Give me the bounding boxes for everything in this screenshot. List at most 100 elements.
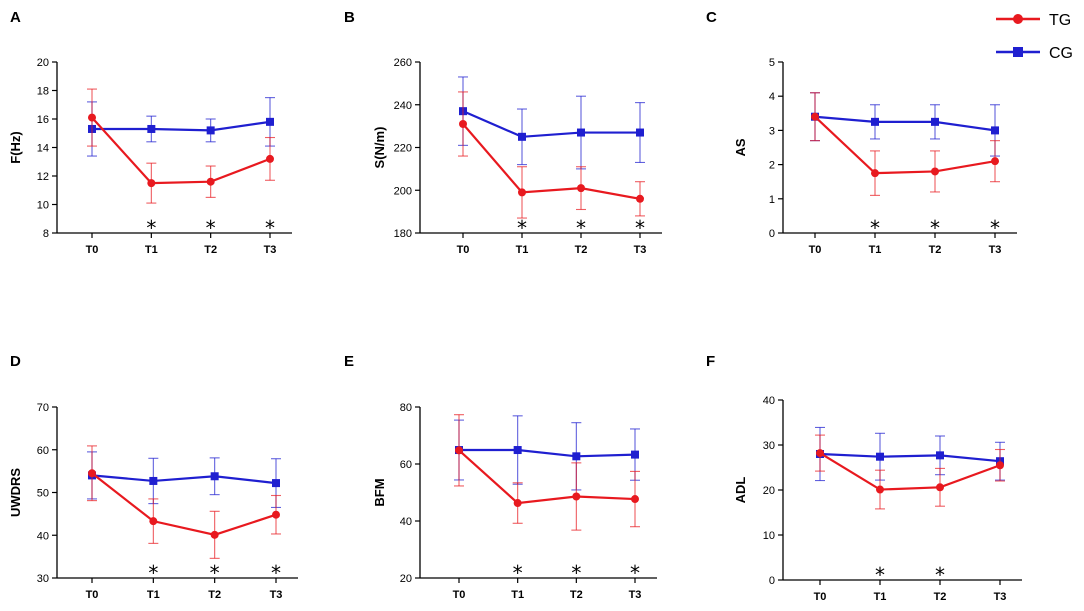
x-tick-label-c: T1: [869, 244, 882, 256]
panel-f: FADL010203040T0 T1*T2*T3: [706, 353, 1022, 603]
data-point-cg-d: [149, 477, 157, 485]
data-point-tg-f: [936, 483, 944, 491]
x-tick-label-e: T3: [629, 589, 642, 601]
panel-letter-b: B: [344, 9, 355, 26]
y-axis-label-f: ADL: [733, 477, 748, 504]
y-tick-label-f: 30: [763, 440, 775, 452]
panel-b: B S(N/m) 180 200 220 240 260 T0 T1 * T2 * T3 *: [344, 9, 662, 256]
significance-star-f: *: [935, 563, 945, 587]
panel-letter-c: C: [706, 9, 717, 26]
x-tick-label-c: T3: [989, 244, 1002, 256]
x-tick-label-f: T2: [934, 591, 947, 603]
x-tick-label-b: T0: [457, 244, 470, 256]
series-cg-f: [815, 427, 1005, 480]
y-tick-label-d: 50: [37, 488, 49, 500]
x-tick-label-a: T3: [264, 244, 277, 256]
x-tick-label-a: T0: [86, 244, 99, 256]
y-axis-label-e: BFM: [372, 478, 387, 506]
legend: TG CG: [996, 12, 1073, 62]
series-cg-d: [87, 452, 281, 508]
legend-marker-cg: [1013, 47, 1023, 57]
data-point-cg-d: [211, 472, 219, 480]
y-tick-label-c: 5: [769, 57, 775, 69]
data-point-cg-a: [147, 125, 155, 133]
series-line-tg-e: [459, 450, 635, 503]
series-line-tg-a: [92, 118, 270, 184]
x-tick-label-d: T2: [208, 589, 221, 601]
legend-entry-tg: TG: [996, 12, 1071, 29]
significance-star-d: *: [210, 561, 220, 585]
legend-label-tg: TG: [1049, 12, 1071, 29]
y-tick-label-c: 4: [769, 91, 775, 103]
data-point-tg-d: [149, 517, 157, 525]
data-point-cg-c: [991, 126, 999, 134]
y-tick-label-e: 60: [400, 459, 412, 471]
data-point-tg-e: [572, 492, 580, 500]
y-tick-label-f: 0: [769, 575, 775, 587]
data-point-tg-d: [88, 469, 96, 477]
x-tick-label-f: T3: [994, 591, 1007, 603]
x-tick-label-b: T3: [634, 244, 647, 256]
series-line-tg-c: [815, 117, 995, 173]
y-axis-label-d: UWDRS: [8, 468, 23, 517]
y-tick-label-f: 10: [763, 530, 775, 542]
significance-star-a: *: [206, 216, 216, 240]
significance-star-b: *: [517, 216, 527, 240]
panel-letter-d: D: [10, 353, 21, 370]
data-point-tg-b: [577, 184, 585, 192]
y-tick-label-a: 8: [43, 228, 49, 240]
series-cg-a: [87, 98, 275, 156]
data-point-cg-c: [871, 118, 879, 126]
series-tg-d: [87, 446, 281, 558]
y-tick-label-e: 40: [400, 516, 412, 528]
series-cg-c: [810, 93, 1000, 156]
series-cg-b: [458, 77, 645, 169]
x-tick-label-e: T2: [570, 589, 583, 601]
data-point-tg-b: [636, 195, 644, 203]
panel-a: A F(Hz) 8 10 12 14 16 18 20 T0 T1 * T2 * T3 *: [8, 9, 292, 256]
data-point-tg-f: [816, 449, 824, 457]
y-tick-label-a: 14: [37, 143, 49, 155]
y-tick-label-a: 20: [37, 57, 49, 69]
y-axis-label-b: S(N/m): [372, 127, 387, 169]
panel-c: C AS 0 1 2 3 4 5 T0 T1 * T2 * T3 *: [706, 9, 1017, 256]
panel-letter-a: A: [10, 9, 21, 26]
significance-star-e: *: [630, 561, 640, 585]
data-point-cg-f: [936, 451, 944, 459]
y-tick-label-a: 10: [37, 200, 49, 212]
data-point-tg-a: [88, 114, 96, 122]
data-point-cg-f: [876, 453, 884, 461]
data-point-tg-e: [514, 499, 522, 507]
data-point-tg-a: [147, 179, 155, 187]
legend-entry-cg: CG: [996, 45, 1073, 62]
significance-star-c: *: [930, 216, 940, 240]
x-tick-label-d: T3: [270, 589, 283, 601]
data-point-cg-a: [266, 118, 274, 126]
data-point-tg-c: [811, 113, 819, 121]
x-tick-label-b: T2: [575, 244, 588, 256]
data-point-cg-c: [931, 118, 939, 126]
data-point-cg-e: [572, 452, 580, 460]
significance-star-b: *: [576, 216, 586, 240]
significance-star-b: *: [635, 216, 645, 240]
series-tg-e: [454, 415, 640, 530]
y-axis-label-c: AS: [733, 138, 748, 156]
y-tick-label-c: 2: [769, 160, 775, 172]
legend-label-cg: CG: [1049, 45, 1073, 62]
data-point-tg-b: [459, 120, 467, 128]
series-line-cg-e: [459, 450, 635, 456]
x-tick-label-a: T2: [204, 244, 217, 256]
data-point-tg-c: [991, 157, 999, 165]
x-tick-label-d: T0: [86, 589, 99, 601]
data-point-cg-a: [207, 126, 215, 134]
data-point-tg-d: [211, 531, 219, 539]
data-point-tg-f: [996, 461, 1004, 469]
data-point-tg-e: [631, 495, 639, 503]
series-line-cg-b: [463, 111, 640, 137]
y-tick-label-d: 40: [37, 530, 49, 542]
data-point-cg-e: [514, 446, 522, 454]
series-tg-a: [87, 89, 275, 203]
series-line-cg-f: [820, 454, 1000, 461]
legend-marker-tg: [1013, 14, 1023, 24]
